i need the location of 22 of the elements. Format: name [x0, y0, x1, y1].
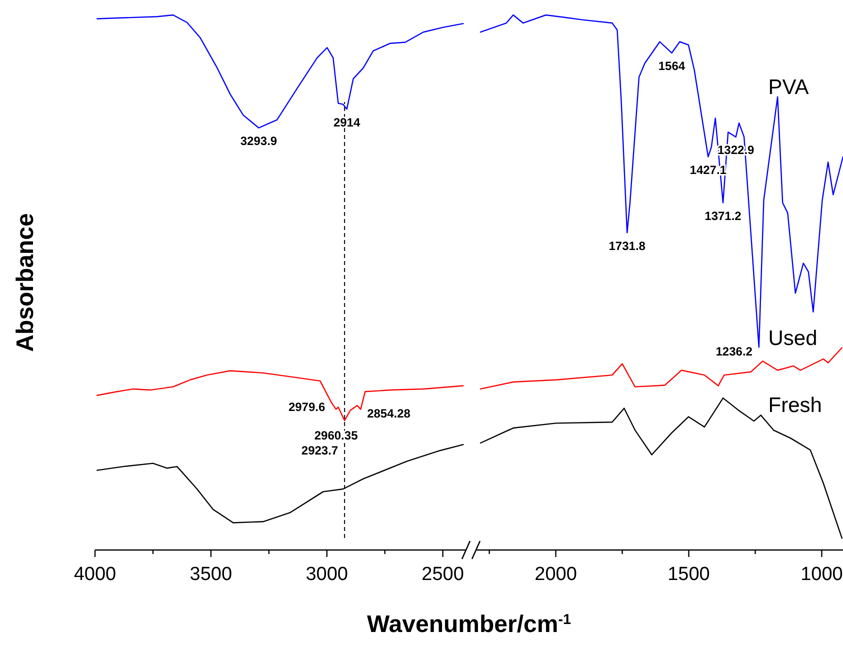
x-tick-label: 1500	[668, 564, 710, 585]
annotation: 2923.7	[301, 444, 338, 458]
annotation: 1731.8	[608, 238, 646, 253]
annotation: 1564	[658, 59, 686, 74]
series-label: Fresh	[768, 394, 822, 418]
x-tick-label: 4000	[74, 564, 116, 585]
annotation: 1371.2	[704, 208, 742, 223]
x-tick-label: 2500	[422, 564, 464, 585]
x-tick-label: 2000	[534, 564, 577, 585]
x-tick-label: 1000	[800, 564, 843, 585]
annotation: 2960.35	[314, 428, 358, 442]
x-tick-label: 3500	[190, 564, 232, 585]
annotation: 2914	[333, 115, 360, 130]
x-axis-title: Wavenumber/cm$^{-1}$	[367, 611, 571, 638]
series-label: Used	[768, 326, 818, 350]
y-axis-title: Absorbance	[12, 213, 39, 352]
x-tick-label: 3000	[306, 564, 348, 585]
series-label: PVA	[768, 76, 809, 99]
annotation: 3293.9	[240, 134, 278, 148]
annotation: 1236.2	[716, 344, 753, 358]
annotation: 2979.6	[288, 400, 326, 414]
annotation: 2854.28	[367, 406, 411, 420]
